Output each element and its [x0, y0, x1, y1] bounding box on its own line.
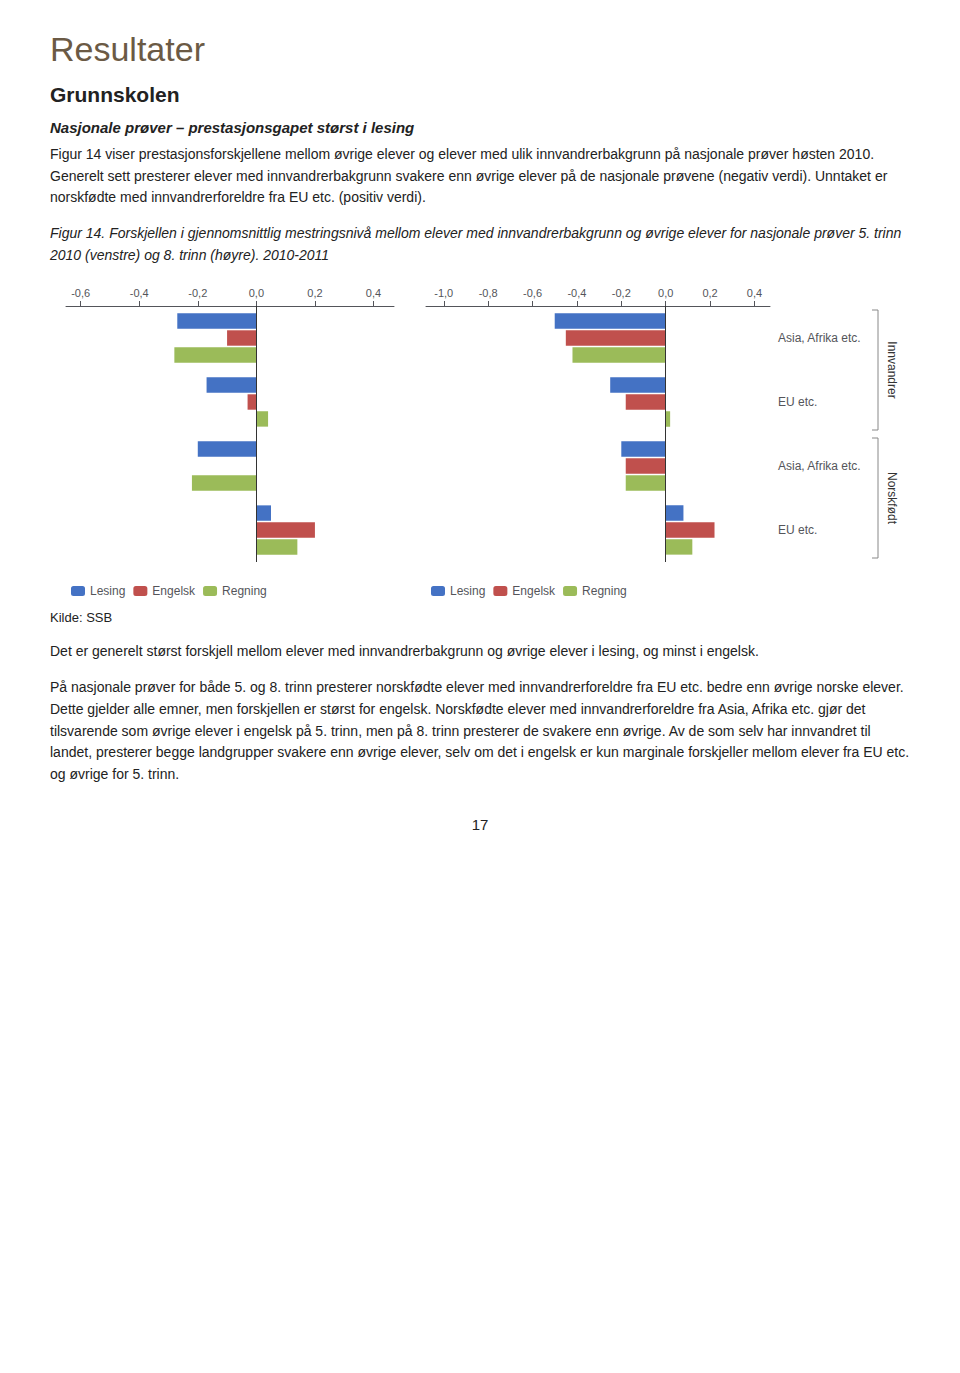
html-text:Resultater: Resultater	[50, 30, 205, 68]
html-text:Grunnskolen: Grunnskolen	[50, 83, 180, 106]
svg-text:-0,2: -0,2	[188, 287, 207, 299]
svg-text:-0,2: -0,2	[612, 287, 631, 299]
svg-text:0,2: 0,2	[307, 287, 322, 299]
svg-text:Engelsk: Engelsk	[512, 584, 556, 598]
svg-text:Norskfødt: Norskfødt	[885, 472, 899, 525]
svg-text:EU etc.: EU etc.	[778, 523, 817, 537]
svg-text:-0,4: -0,4	[567, 287, 586, 299]
svg-text:Asia, Afrika etc.: Asia, Afrika etc.	[778, 331, 861, 345]
svg-text:EU etc.: EU etc.	[778, 395, 817, 409]
svg-text:0,4: 0,4	[747, 287, 762, 299]
html-text:Det er generelt størst forskje: Det er generelt størst forskjell mellom …	[50, 643, 759, 660]
svg-text:0,4: 0,4	[366, 287, 381, 299]
svg-text:-0,6: -0,6	[523, 287, 542, 299]
svg-text:-0,4: -0,4	[130, 287, 149, 299]
html-text:Kilde: SSB: Kilde: SSB	[50, 610, 113, 626]
svg-text:0,0: 0,0	[658, 287, 673, 299]
svg-text:Lesing: Lesing	[90, 584, 125, 598]
svg-text:Lesing: Lesing	[450, 584, 485, 598]
svg-text:-0,6: -0,6	[71, 287, 90, 299]
svg-text:Regning: Regning	[222, 584, 267, 598]
svg-text:0,2: 0,2	[702, 287, 717, 299]
html-text:Nasjonale prøver – prestasjons: Nasjonale prøver – prestasjonsgapet stør…	[50, 119, 415, 136]
svg-text:Asia, Afrika etc.: Asia, Afrika etc.	[778, 459, 861, 473]
svg-text:0,0: 0,0	[249, 287, 264, 299]
svg-text:Innvandrer: Innvandrer	[885, 342, 899, 399]
html-text:Figur 14 viser prestasjonsfors: Figur 14 viser prestasjonsforskjellene m…	[50, 146, 888, 206]
html-text:17: 17	[471, 815, 489, 833]
html-text:Figur 14. Forskjellen i gjenno: Figur 14. Forskjellen i gjennomsnittlig …	[50, 225, 902, 263]
svg-text:Engelsk: Engelsk	[152, 584, 196, 598]
svg-text:Regning: Regning	[582, 584, 627, 598]
svg-text:-1,0: -1,0	[434, 287, 453, 299]
svg-text:-0,8: -0,8	[479, 287, 498, 299]
html-text:På nasjonale prøver for både 5: På nasjonale prøver for både 5. og 8. tr…	[50, 679, 910, 782]
